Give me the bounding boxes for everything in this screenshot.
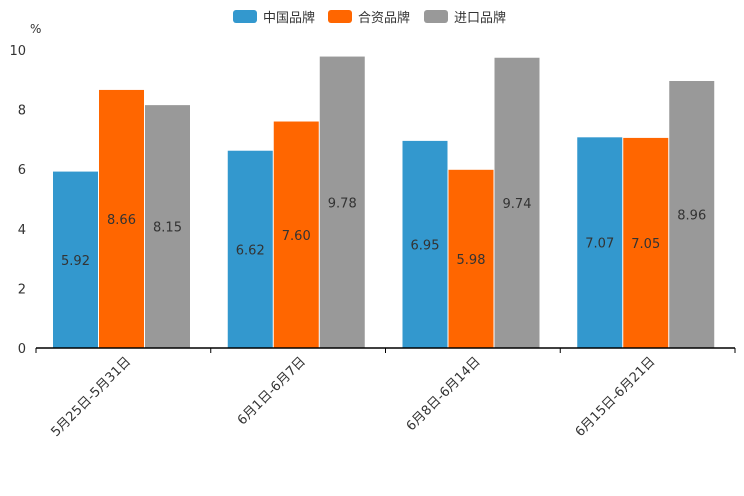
y-tick-label: 10 <box>9 44 26 59</box>
bar <box>319 56 365 348</box>
legend: 中国品牌 合资品牌 进口品牌 <box>0 6 744 26</box>
data-label: 6.62 <box>236 243 265 258</box>
data-label: 8.96 <box>677 208 706 223</box>
data-label: 7.05 <box>631 237 660 252</box>
data-label: 5.92 <box>61 254 90 269</box>
legend-swatch-china <box>233 9 257 23</box>
legend-label-import: 进口品牌 <box>454 10 507 26</box>
bar <box>273 121 319 349</box>
data-label: 6.95 <box>411 238 440 253</box>
data-label: 5.98 <box>457 253 486 268</box>
data-label: 8.66 <box>107 213 136 228</box>
bar <box>53 171 98 348</box>
bar <box>494 57 540 349</box>
y-tick-label: 6 <box>18 163 26 178</box>
legend-swatch-import <box>424 9 448 23</box>
bar <box>227 150 273 348</box>
legend-label-china: 中国品牌 <box>263 10 316 26</box>
legend-swatch-joint <box>328 9 352 23</box>
bar <box>669 80 715 348</box>
legend-item-china[interactable]: 中国品牌 <box>233 6 315 26</box>
x-tick-label: 6月8日-6月14日 <box>404 354 484 434</box>
legend-label-joint: 合资品牌 <box>358 10 411 26</box>
bar <box>99 89 144 348</box>
bar <box>623 137 669 348</box>
y-axis-unit: % <box>30 22 42 36</box>
y-tick-label: 4 <box>18 223 26 238</box>
data-label: 9.78 <box>328 196 357 211</box>
bar <box>402 140 448 348</box>
data-label: 9.74 <box>503 197 532 212</box>
data-label: 7.60 <box>282 229 311 244</box>
bar <box>577 137 623 348</box>
x-tick-label: 6月15日-6月21日 <box>573 354 659 440</box>
data-label: 8.15 <box>153 221 182 236</box>
legend-item-joint[interactable]: 合资品牌 <box>328 6 410 26</box>
bar <box>448 169 494 348</box>
x-tick-label: 5月25日-5月31日 <box>48 354 134 440</box>
y-tick-label: 8 <box>18 104 26 119</box>
legend-item-import[interactable]: 进口品牌 <box>424 6 506 26</box>
data-label: 7.07 <box>585 237 614 252</box>
bar <box>145 105 190 348</box>
x-tick-label: 6月1日-6月7日 <box>235 354 309 428</box>
y-tick-label: 0 <box>18 342 26 357</box>
y-tick-label: 2 <box>18 282 26 297</box>
